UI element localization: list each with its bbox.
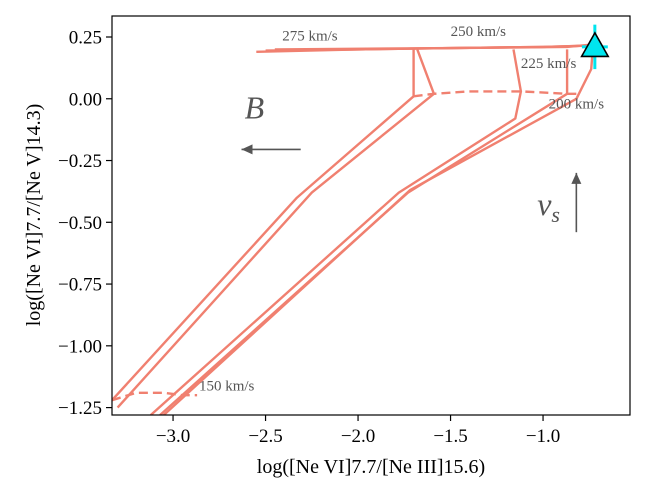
x-tick-label: −2.5: [248, 426, 282, 447]
series-line-8: [413, 90, 581, 98]
velocity-annotation-1: 250 km/s: [451, 24, 507, 40]
y-tick-label: −0.50: [58, 213, 102, 234]
y-tick-label: −1.00: [58, 336, 102, 357]
series-line-4: [162, 46, 595, 415]
velocity-annotation-0: 275 km/s: [282, 29, 338, 45]
x-axis-label: log([Ne VI]7.7/[Ne III]15.6): [257, 456, 485, 478]
series-line-0: [112, 49, 415, 402]
y-tick-label: 0.25: [69, 28, 102, 49]
series-line-9: [112, 391, 198, 402]
y-axis-label: log([Ne VI]7.7/[Ne V]14.3): [23, 104, 45, 327]
observation-layer: [580, 24, 610, 70]
velocity-annotation-3: 200 km/s: [549, 97, 605, 113]
arrow-label-0: B: [245, 90, 265, 126]
x-tick-label: −3.0: [156, 426, 190, 447]
velocity-annotation-2: 225 km/s: [521, 56, 577, 72]
x-tick-label: −2.0: [341, 426, 375, 447]
x-tick-label: −1.0: [526, 426, 560, 447]
x-tick-label: −1.5: [433, 426, 467, 447]
y-tick-label: −0.75: [58, 275, 102, 296]
y-axis: 0.25 0.00 −0.25 −0.50 −0.75 −1.00 −1.25: [58, 28, 112, 419]
series-line-1: [116, 48, 436, 409]
series-layer: [112, 43, 595, 415]
x-axis: −3.0 −2.5 −2.0 −1.5 −1.0: [156, 415, 560, 447]
arrow-label-1: vs: [537, 186, 560, 227]
y-tick-label: −0.25: [58, 151, 102, 172]
observation-marker: [580, 31, 610, 58]
series-line-2: [149, 49, 523, 415]
y-tick-label: 0.00: [69, 89, 102, 110]
arrow-head-0: [241, 144, 253, 155]
series-line-7: [274, 43, 594, 51]
annotation-layer: 275 km/s 250 km/s 225 km/s 200 km/s 150 km/s…: [199, 24, 604, 395]
velocity-annotation-4: 150 km/s: [199, 378, 255, 394]
plot-frame: [111, 15, 631, 416]
arrow-head-1: [571, 172, 582, 184]
y-tick-label: −1.25: [58, 398, 102, 419]
